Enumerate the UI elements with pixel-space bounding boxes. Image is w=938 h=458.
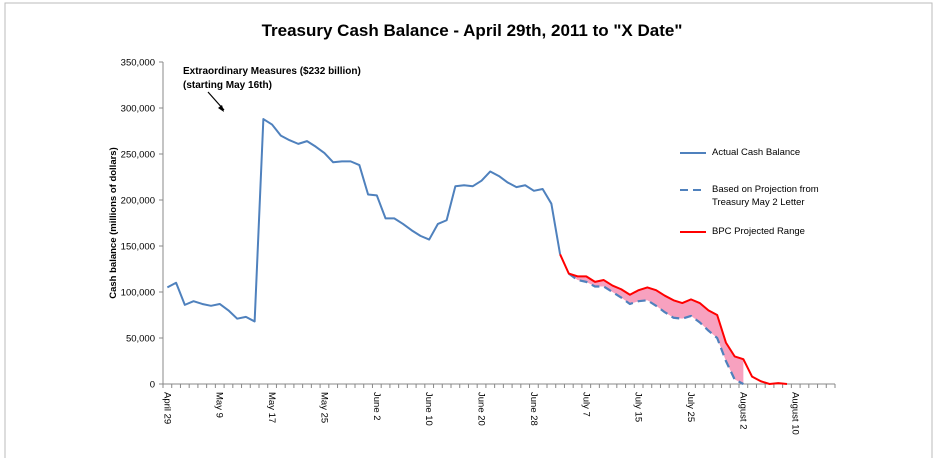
x-tick-label: July 15 — [633, 392, 644, 422]
legend-label: BPC Projected Range — [712, 226, 805, 237]
x-tick-label: May 17 — [266, 392, 277, 423]
y-tick-label: 200,000 — [121, 196, 155, 207]
annotation: (starting May 16th) — [183, 80, 272, 91]
x-tick-label: August 2 — [737, 392, 748, 430]
series-line — [568, 272, 744, 385]
series-line — [166, 118, 562, 323]
y-tick-label: 150,000 — [121, 242, 155, 253]
y-tick-label: 100,000 — [121, 288, 155, 299]
x-tick-label: June 20 — [476, 392, 487, 426]
x-tick-label: May 25 — [318, 392, 329, 423]
x-tick-label: July 7 — [580, 392, 591, 417]
frame — [4, 2, 933, 458]
legend-label: Based on Projection from Treasury May 2 … — [712, 184, 819, 208]
arrow-head — [218, 105, 224, 112]
x-tick-label: May 9 — [214, 392, 225, 418]
annotation: Extraordinary Measures ($232 billion) — [183, 66, 361, 77]
x-tick-label: June 28 — [528, 392, 539, 426]
x-tick-label: August 10 — [790, 392, 801, 435]
series-line — [559, 253, 788, 385]
y-tick-label: 350,000 — [121, 58, 155, 69]
x-tick-label: June 10 — [423, 392, 434, 426]
x-tick-label: June 2 — [371, 392, 382, 421]
y-tick-label: 300,000 — [121, 104, 155, 115]
legend-label: Actual Cash Balance — [712, 147, 801, 158]
y-axis-title: Cash balance (millions of dollars) — [108, 147, 119, 299]
y-tick-label: 50,000 — [126, 334, 155, 345]
y-tick-label: 250,000 — [121, 150, 155, 161]
range-fill — [568, 273, 744, 384]
x-tick-label: April 29 — [161, 392, 172, 424]
y-tick-label: 0 — [150, 380, 155, 391]
chart-title: Treasury Cash Balance - April 29th, 2011… — [262, 21, 683, 40]
x-tick-label: July 25 — [685, 392, 696, 422]
